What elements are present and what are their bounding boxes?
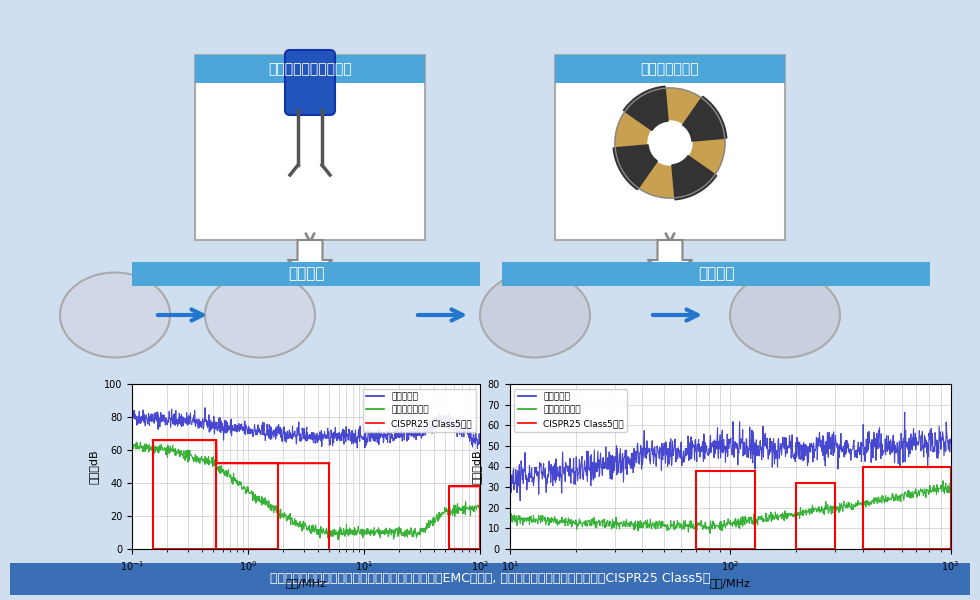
Y-axis label: 声压／dB: 声压／dB bbox=[472, 449, 482, 484]
Bar bbox=[696, 470, 756, 549]
FancyBboxPatch shape bbox=[502, 262, 930, 286]
Y-axis label: 声压／dB: 声压／dB bbox=[88, 449, 99, 484]
Bar bbox=[153, 440, 217, 549]
Ellipse shape bbox=[730, 272, 840, 358]
Ellipse shape bbox=[205, 272, 315, 358]
FancyBboxPatch shape bbox=[285, 50, 335, 115]
Polygon shape bbox=[613, 145, 658, 190]
Polygon shape bbox=[623, 86, 668, 130]
Polygon shape bbox=[648, 121, 692, 165]
Bar bbox=[217, 463, 278, 549]
Polygon shape bbox=[672, 155, 716, 200]
Bar bbox=[449, 486, 480, 549]
Legend: 无噪音对策, 采取噪音对策后, CISPR25 Class5标准: 无噪音对策, 采取噪音对策后, CISPR25 Class5标准 bbox=[514, 389, 627, 432]
Bar bbox=[195, 55, 425, 240]
Ellipse shape bbox=[480, 272, 590, 358]
Ellipse shape bbox=[60, 272, 170, 358]
Bar bbox=[555, 55, 785, 83]
Polygon shape bbox=[287, 240, 332, 275]
FancyBboxPatch shape bbox=[132, 262, 480, 286]
Bar bbox=[797, 483, 835, 549]
Polygon shape bbox=[648, 240, 693, 275]
Text: 积层带导线陶瓷电容器: 积层带导线陶瓷电容器 bbox=[269, 62, 352, 76]
Bar bbox=[862, 467, 951, 549]
X-axis label: 频率/MHz: 频率/MHz bbox=[710, 578, 751, 588]
Text: 使用积层带导线陶瓷电容器或环形压敏电阻器等进行EMC对策时, 可使其通过极为严苛的噪声限制CISPR25 Class5。: 使用积层带导线陶瓷电容器或环形压敏电阻器等进行EMC对策时, 可使其通过极为严苛… bbox=[270, 572, 710, 586]
Legend: 无噪音对策, 采取噪音对策后, CISPR25 Class5标准: 无噪音对策, 采取噪音对策后, CISPR25 Class5标准 bbox=[363, 389, 475, 432]
Bar bbox=[10, 563, 970, 595]
Bar bbox=[555, 55, 785, 240]
Polygon shape bbox=[683, 97, 727, 141]
Text: 传导噪声: 传导噪声 bbox=[288, 266, 324, 281]
Text: 环形压敏电阻器: 环形压敏电阻器 bbox=[641, 62, 700, 76]
Text: 辐射噪声: 辐射噪声 bbox=[698, 266, 734, 281]
Polygon shape bbox=[615, 88, 725, 198]
Bar bbox=[195, 55, 425, 83]
X-axis label: 频率/MHz: 频率/MHz bbox=[286, 578, 326, 588]
